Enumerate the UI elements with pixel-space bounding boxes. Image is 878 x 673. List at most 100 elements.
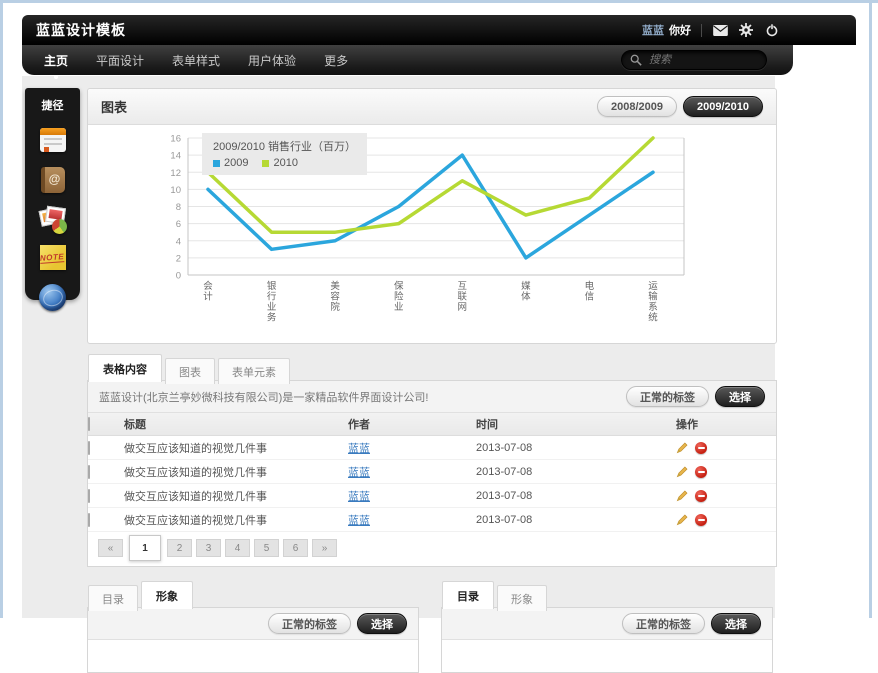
delete-icon[interactable] <box>695 489 707 502</box>
edit-icon[interactable] <box>676 441 689 454</box>
edit-icon[interactable] <box>676 513 689 526</box>
author-link[interactable]: 蓝蓝 <box>348 490 370 503</box>
nav-item-1[interactable]: 平面设计 <box>96 53 145 68</box>
normal-tag-button[interactable]: 正常的标签 <box>622 613 705 634</box>
bottom-left-toolbar: 正常的标签 选择 <box>88 608 418 640</box>
table-header: 标题 作者 时间 操作 <box>88 413 776 436</box>
delete-icon[interactable] <box>695 441 707 454</box>
chart-legend: 2009/2010 销售行业（百万） 2009 2010 <box>202 133 368 175</box>
globe-icon[interactable] <box>38 284 68 314</box>
mail-icon[interactable] <box>712 23 728 37</box>
row-title: 做交互应该知道的视觉几件事 <box>124 514 267 527</box>
author-link[interactable]: 蓝蓝 <box>348 442 370 455</box>
legend-label: 2009 <box>224 157 249 169</box>
page-2[interactable]: 2 <box>167 539 192 557</box>
svg-text:保险业: 保险业 <box>394 280 404 313</box>
page-border-right <box>869 0 872 618</box>
row-date: 2013-07-08 <box>476 513 533 526</box>
page-3[interactable]: 3 <box>196 539 221 557</box>
select-button[interactable]: 选择 <box>711 613 761 634</box>
power-icon[interactable] <box>764 23 780 37</box>
row-operations <box>676 489 776 502</box>
legend-title: 2009/2010 销售行业（百万） <box>213 141 357 153</box>
normal-tag-button[interactable]: 正常的标签 <box>268 613 351 634</box>
search-input[interactable] <box>647 53 751 67</box>
row-checkbox[interactable] <box>88 464 90 479</box>
page-border-left <box>0 0 3 618</box>
svg-text:14: 14 <box>170 151 181 162</box>
svg-text:会计: 会计 <box>203 280 213 303</box>
page-border-top <box>0 0 878 3</box>
nav-item-0[interactable]: 主页 <box>42 50 70 79</box>
bottom-right-tab-0[interactable]: 目录 <box>442 581 494 609</box>
calendar-icon[interactable] <box>38 128 68 158</box>
page-5[interactable]: 5 <box>254 539 279 557</box>
bottom-left-body <box>88 640 418 666</box>
column-author: 作者 <box>348 419 370 431</box>
page-1[interactable]: 1 <box>129 535 161 561</box>
delete-icon[interactable] <box>695 513 707 526</box>
table-row: 做交互应该知道的视觉几件事 蓝蓝 2013-07-08 <box>88 436 776 460</box>
main-content: 图表 2008/2009 2009/2010 2009/2010 销售行业（百万… <box>87 88 777 673</box>
author-link[interactable]: 蓝蓝 <box>348 466 370 479</box>
delete-icon[interactable] <box>695 465 707 478</box>
legend-item-2009: 2009 <box>213 157 248 169</box>
search-icon <box>630 54 642 66</box>
bottom-left-tabs: 目录 形象 <box>87 581 419 611</box>
svg-text:8: 8 <box>176 202 181 213</box>
greeting-text: 你好 <box>669 25 691 37</box>
year-button-2008-2009[interactable]: 2008/2009 <box>597 96 677 117</box>
select-button[interactable]: 选择 <box>715 386 765 407</box>
content-tabs: 表格内容 图表 表单元素 <box>87 354 777 384</box>
svg-text:互联网: 互联网 <box>458 281 468 313</box>
search-box[interactable] <box>621 50 767 70</box>
nav-item-2[interactable]: 表单样式 <box>172 53 221 68</box>
svg-text:美容院: 美容院 <box>330 280 340 313</box>
photos-icon[interactable] <box>38 205 68 236</box>
edit-icon[interactable] <box>676 465 689 478</box>
row-title: 做交互应该知道的视觉几件事 <box>124 442 267 455</box>
select-all-checkbox[interactable] <box>88 417 90 431</box>
address-book-icon[interactable]: @ <box>38 167 68 197</box>
svg-text:12: 12 <box>170 168 181 179</box>
user-name-link[interactable]: 蓝蓝 <box>642 25 664 37</box>
edit-icon[interactable] <box>676 489 689 502</box>
bottom-left-tab-0[interactable]: 目录 <box>88 585 138 611</box>
row-checkbox[interactable] <box>88 440 90 455</box>
column-title: 标题 <box>124 419 146 431</box>
svg-text:媒体: 媒体 <box>521 280 531 303</box>
titlebar-actions: 蓝蓝 你好 <box>642 22 780 38</box>
svg-text:6: 6 <box>176 219 181 230</box>
svg-text:10: 10 <box>170 185 181 196</box>
tab-1[interactable]: 图表 <box>165 358 215 384</box>
bottom-left-tab-1[interactable]: 形象 <box>141 581 193 609</box>
year-button-2009-2010[interactable]: 2009/2010 <box>683 96 763 117</box>
row-operations <box>676 465 776 478</box>
select-button[interactable]: 选择 <box>357 613 407 634</box>
bottom-panel-left: 目录 形象 正常的标签 选择 <box>87 581 419 673</box>
row-operations <box>676 441 776 454</box>
note-icon[interactable]: NOTE <box>38 245 68 275</box>
svg-text:2: 2 <box>176 253 181 264</box>
row-checkbox[interactable] <box>88 512 90 527</box>
tab-2[interactable]: 表单元素 <box>218 358 290 384</box>
page-4[interactable]: 4 <box>225 539 250 557</box>
legend-label: 2010 <box>273 157 298 169</box>
page-6[interactable]: 6 <box>283 539 308 557</box>
pagination-prev[interactable]: « <box>98 539 123 557</box>
tab-0[interactable]: 表格内容 <box>88 354 162 382</box>
bottom-right-body <box>442 640 772 666</box>
company-description: 蓝蓝设计(北京兰亭妙微科技有限公司)是一家精品软件界面设计公司! <box>99 391 429 404</box>
chart-panel-title: 图表 <box>101 100 128 115</box>
bottom-right-tabs: 目录 形象 <box>441 581 773 611</box>
nav-item-3[interactable]: 用户体验 <box>248 53 297 68</box>
author-link[interactable]: 蓝蓝 <box>348 514 370 527</box>
gear-icon[interactable] <box>738 23 754 37</box>
pagination-next[interactable]: » <box>312 539 337 557</box>
bottom-panels: 目录 形象 正常的标签 选择 目录 形象 正常的标签 选择 <box>87 581 777 673</box>
chart-panel-header: 图表 2008/2009 2009/2010 <box>88 89 776 125</box>
bottom-right-tab-1[interactable]: 形象 <box>497 585 547 611</box>
nav-item-4[interactable]: 更多 <box>324 53 349 68</box>
normal-tag-button[interactable]: 正常的标签 <box>626 386 709 407</box>
row-checkbox[interactable] <box>88 488 90 503</box>
